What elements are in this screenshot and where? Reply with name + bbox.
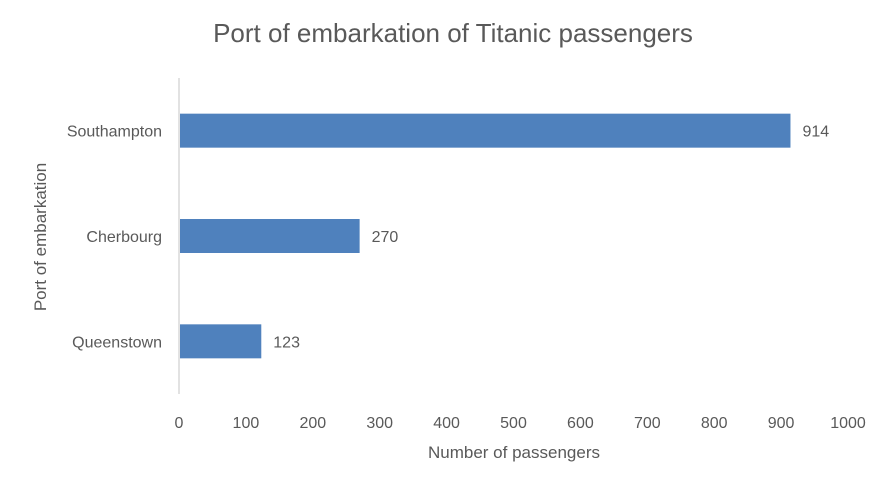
x-tick-label: 900 xyxy=(768,415,795,432)
x-tick-label: 400 xyxy=(433,415,460,432)
data-label: 123 xyxy=(273,334,300,351)
data-label: 270 xyxy=(372,229,399,246)
x-tick-label: 800 xyxy=(701,415,728,432)
x-tick-label: 300 xyxy=(366,415,393,432)
labels-layer: Southampton 914 Cherbourg 270 Queenstown 123 0… xyxy=(67,124,866,432)
x-tick-label: 100 xyxy=(233,415,260,432)
x-tick-label: 1000 xyxy=(830,415,866,432)
x-tick-label: 0 xyxy=(175,415,184,432)
category-label: Queenstown xyxy=(72,334,162,351)
bar-cherbourg xyxy=(180,219,360,253)
x-tick-label: 500 xyxy=(500,415,527,432)
x-tick-label: 700 xyxy=(634,415,661,432)
y-axis-label: Port of embarkation xyxy=(31,163,50,311)
data-label: 914 xyxy=(802,124,829,141)
bars-layer xyxy=(178,78,791,394)
x-axis-label: Number of passengers xyxy=(428,443,600,462)
x-tick-label: 200 xyxy=(299,415,326,432)
bar-queenstown xyxy=(180,324,262,359)
x-tick-label: 600 xyxy=(567,415,594,432)
category-label: Southampton xyxy=(67,124,162,141)
category-label: Cherbourg xyxy=(86,229,162,246)
bar-southampton xyxy=(180,113,791,148)
chart-title: Port of embarkation of Titanic passenger… xyxy=(213,18,693,48)
